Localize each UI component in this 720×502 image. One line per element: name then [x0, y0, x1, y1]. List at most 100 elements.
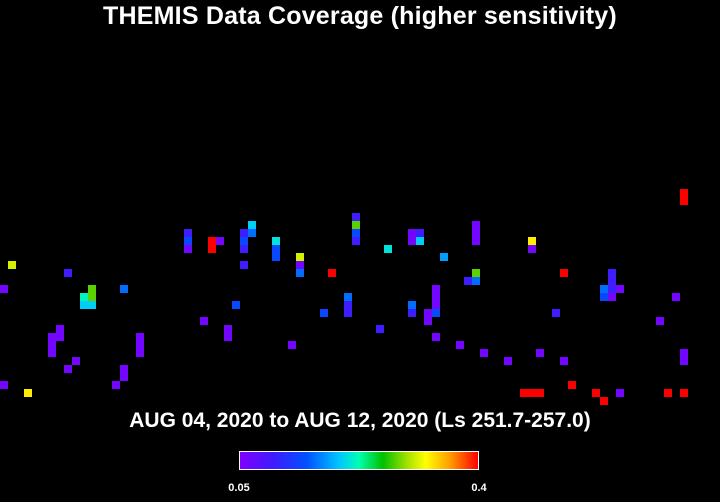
coverage-cell: [384, 245, 392, 253]
coverage-cell: [320, 309, 328, 317]
coverage-cell: [680, 349, 688, 357]
coverage-cell: [240, 229, 248, 237]
coverage-cell: [232, 301, 240, 309]
colorbar: [239, 451, 479, 470]
coverage-cell: [344, 309, 352, 317]
coverage-cell: [48, 333, 56, 341]
coverage-cell: [592, 389, 600, 397]
coverage-cell: [608, 277, 616, 285]
coverage-cell: [680, 189, 688, 197]
coverage-cell: [552, 309, 560, 317]
coverage-cell: [112, 381, 120, 389]
coverage-cell: [48, 341, 56, 349]
coverage-cell: [120, 373, 128, 381]
coverage-cell: [416, 229, 424, 237]
coverage-cell: [208, 245, 216, 253]
coverage-cell: [416, 237, 424, 245]
coverage-cell: [464, 277, 472, 285]
coverage-cell: [440, 253, 448, 261]
coverage-cell: [0, 285, 8, 293]
colorbar-max-label: 0.4: [471, 482, 487, 494]
coverage-cell: [408, 237, 416, 245]
coverage-cell: [296, 253, 304, 261]
coverage-cell: [472, 237, 480, 245]
coverage-cell: [200, 317, 208, 325]
coverage-cell: [352, 229, 360, 237]
coverage-cell: [672, 293, 680, 301]
coverage-cell: [536, 389, 544, 397]
coverage-cell: [184, 245, 192, 253]
coverage-cell: [680, 197, 688, 205]
coverage-cell: [328, 269, 336, 277]
coverage-cell: [472, 277, 480, 285]
coverage-cell: [296, 269, 304, 277]
coverage-cell: [248, 229, 256, 237]
coverage-cell: [528, 237, 536, 245]
coverage-cell: [432, 285, 440, 293]
coverage-cell: [208, 237, 216, 245]
coverage-cell: [352, 213, 360, 221]
coverage-cell: [272, 253, 280, 261]
coverage-cell: [656, 317, 664, 325]
coverage-cell: [408, 301, 416, 309]
coverage-cell: [344, 301, 352, 309]
coverage-cell: [64, 269, 72, 277]
coverage-cell: [376, 325, 384, 333]
coverage-cell: [608, 269, 616, 277]
coverage-cell: [408, 229, 416, 237]
coverage-cell: [0, 381, 8, 389]
coverage-cell: [80, 293, 88, 301]
coverage-cell: [472, 221, 480, 229]
coverage-cell: [600, 293, 608, 301]
coverage-cell: [608, 285, 616, 293]
coverage-cell: [224, 325, 232, 333]
coverage-cell: [408, 309, 416, 317]
coverage-cell: [528, 245, 536, 253]
coverage-cell: [136, 349, 144, 357]
coverage-cell: [424, 309, 432, 317]
colorbar-min-label: 0.05: [228, 482, 250, 494]
coverage-cell: [536, 349, 544, 357]
coverage-cell: [680, 357, 688, 365]
coverage-cell: [248, 221, 256, 229]
coverage-cell: [680, 389, 688, 397]
coverage-cell: [352, 237, 360, 245]
coverage-cell: [456, 341, 464, 349]
coverage-cell: [72, 357, 80, 365]
coverage-cell: [184, 229, 192, 237]
coverage-cell: [120, 285, 128, 293]
coverage-cell: [48, 349, 56, 357]
coverage-cell: [296, 261, 304, 269]
coverage-cell: [600, 285, 608, 293]
coverage-cell: [344, 293, 352, 301]
coverage-cell: [432, 301, 440, 309]
coverage-cell: [472, 229, 480, 237]
coverage-cell: [432, 333, 440, 341]
coverage-cell: [616, 389, 624, 397]
coverage-cell: [120, 365, 128, 373]
coverage-cell: [136, 333, 144, 341]
date-range-label: AUG 04, 2020 to AUG 12, 2020 (Ls 251.7-2…: [129, 409, 591, 432]
coverage-cell: [136, 341, 144, 349]
coverage-cell: [224, 333, 232, 341]
coverage-cell: [472, 269, 480, 277]
coverage-cell: [608, 293, 616, 301]
coverage-cell: [528, 389, 536, 397]
coverage-cell: [288, 341, 296, 349]
coverage-cell: [616, 285, 624, 293]
coverage-cell: [432, 293, 440, 301]
coverage-cell: [24, 389, 32, 397]
coverage-cell: [568, 381, 576, 389]
coverage-cell: [520, 389, 528, 397]
coverage-cell: [664, 389, 672, 397]
coverage-cell: [272, 245, 280, 253]
coverage-cell: [504, 357, 512, 365]
coverage-cell: [56, 333, 64, 341]
coverage-cell: [88, 285, 96, 293]
coverage-cell: [240, 245, 248, 253]
coverage-cell: [8, 261, 16, 269]
coverage-cell: [240, 261, 248, 269]
coverage-cell: [480, 349, 488, 357]
coverage-cell: [424, 317, 432, 325]
